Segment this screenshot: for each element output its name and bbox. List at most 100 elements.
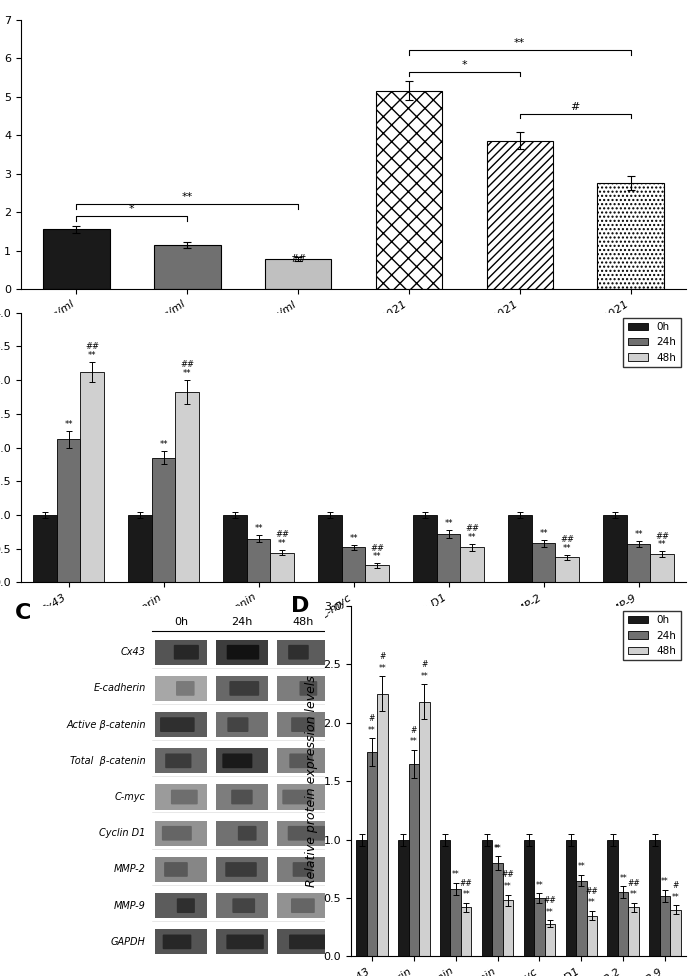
FancyBboxPatch shape	[176, 681, 195, 696]
FancyBboxPatch shape	[232, 898, 255, 913]
FancyBboxPatch shape	[160, 717, 195, 732]
FancyBboxPatch shape	[164, 862, 188, 876]
FancyBboxPatch shape	[177, 898, 195, 913]
Bar	[461, 548, 484, 583]
Bar	[524, 839, 534, 956]
Text: **: **	[494, 843, 501, 852]
FancyBboxPatch shape	[171, 790, 197, 804]
Text: #: #	[369, 713, 375, 723]
FancyBboxPatch shape	[223, 753, 253, 768]
Bar	[155, 675, 206, 701]
Bar	[608, 839, 618, 956]
Text: ##: ##	[560, 535, 574, 544]
Text: 0h: 0h	[174, 617, 188, 627]
Text: *: *	[495, 843, 499, 852]
Text: 48h: 48h	[292, 617, 314, 627]
FancyBboxPatch shape	[165, 753, 192, 768]
Bar	[660, 896, 671, 956]
Text: #: #	[411, 725, 417, 735]
Bar	[508, 515, 531, 583]
Bar	[671, 910, 681, 956]
FancyBboxPatch shape	[300, 681, 317, 696]
Bar	[534, 898, 545, 956]
FancyBboxPatch shape	[230, 681, 259, 696]
Bar	[276, 929, 328, 955]
Text: ##: ##	[466, 524, 480, 533]
Text: **: **	[379, 664, 386, 672]
Bar	[597, 183, 664, 289]
Bar	[80, 372, 104, 583]
Text: **: **	[373, 552, 382, 561]
Bar	[216, 675, 267, 701]
Bar	[216, 712, 267, 737]
FancyBboxPatch shape	[162, 826, 192, 840]
Text: 24h: 24h	[231, 617, 253, 627]
FancyBboxPatch shape	[228, 717, 248, 732]
Text: **: **	[278, 539, 286, 548]
Bar	[451, 889, 461, 956]
Bar	[216, 857, 267, 882]
FancyBboxPatch shape	[225, 862, 257, 876]
FancyBboxPatch shape	[291, 898, 315, 913]
Bar	[216, 639, 267, 665]
Bar	[43, 229, 110, 289]
Bar	[437, 534, 461, 583]
Bar	[367, 752, 377, 956]
Text: ##: ##	[655, 532, 669, 541]
Bar	[155, 893, 206, 918]
Text: ##: ##	[85, 343, 99, 351]
Bar	[618, 892, 629, 956]
Bar	[413, 515, 437, 583]
Text: **: **	[183, 369, 192, 378]
Bar	[155, 857, 206, 882]
Bar	[155, 929, 206, 955]
Text: C-myc: C-myc	[115, 793, 146, 802]
Bar	[276, 785, 328, 810]
Text: MMP-2: MMP-2	[114, 865, 146, 874]
Bar	[154, 245, 220, 289]
Bar	[152, 458, 176, 583]
Bar	[276, 857, 328, 882]
Bar	[176, 392, 199, 583]
Text: **: **	[563, 544, 571, 552]
Bar	[270, 552, 294, 583]
Text: **: **	[672, 893, 680, 902]
FancyBboxPatch shape	[174, 645, 199, 660]
Bar	[276, 712, 328, 737]
Text: ##: ##	[370, 544, 384, 552]
Bar	[276, 821, 328, 846]
Bar	[246, 539, 270, 583]
Bar	[155, 639, 206, 665]
Text: **: **	[620, 874, 627, 883]
FancyBboxPatch shape	[288, 645, 309, 660]
Bar	[318, 515, 342, 583]
Bar	[398, 839, 409, 956]
Bar	[503, 901, 513, 956]
FancyBboxPatch shape	[288, 826, 325, 840]
Text: **: **	[410, 737, 418, 747]
Bar	[531, 544, 555, 583]
Text: **: **	[658, 541, 666, 549]
FancyBboxPatch shape	[238, 826, 257, 840]
Bar	[216, 929, 267, 955]
Legend: 0h, 24h, 48h: 0h, 24h, 48h	[624, 318, 681, 367]
FancyBboxPatch shape	[291, 717, 315, 732]
FancyBboxPatch shape	[289, 935, 326, 950]
Text: **: **	[462, 890, 470, 899]
Bar	[342, 548, 365, 583]
Text: **: **	[634, 530, 643, 539]
Bar	[155, 785, 206, 810]
Text: ##: ##	[460, 878, 473, 887]
Text: Cx43: Cx43	[121, 647, 146, 657]
Bar	[409, 764, 419, 956]
FancyBboxPatch shape	[293, 862, 312, 876]
Bar	[33, 515, 57, 583]
Text: ##: ##	[290, 254, 306, 264]
Bar	[650, 554, 674, 583]
FancyBboxPatch shape	[227, 645, 259, 660]
Text: *: *	[461, 60, 467, 69]
Text: E-cadherin: E-cadherin	[94, 683, 146, 693]
Text: **: **	[452, 871, 460, 879]
Bar	[276, 639, 328, 665]
Text: Total  β-catenin: Total β-catenin	[70, 755, 146, 766]
